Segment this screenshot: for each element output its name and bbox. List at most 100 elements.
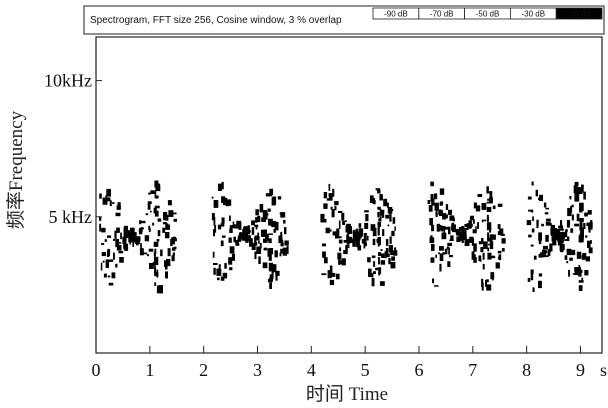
spectrogram-energy-mark [149,249,154,252]
spectrogram-energy-mark [589,247,593,253]
spectrogram-energy-mark [567,208,571,216]
spectrogram-energy-mark [365,214,368,221]
spectrogram-energy-mark [448,247,450,254]
spectrogram-energy-mark [487,199,489,201]
spectrogram-energy-mark [268,209,271,212]
spectrogram-energy-mark [157,270,159,278]
spectrogram-energy-mark [339,247,341,251]
spectrogram-energy-mark [280,249,283,254]
spectrogram-energy-mark [268,238,271,243]
spectrogram-energy-mark [579,192,583,194]
spectrogram-energy-mark [579,285,583,291]
spectrogram-energy-mark [387,203,389,208]
spectrogram-energy-mark [431,198,434,205]
spectrogram-energy-mark [569,196,571,199]
spectrogram-energy-mark [165,225,170,230]
spectrogram-energy-mark [146,213,149,215]
spectrogram-energy-mark [347,226,352,234]
spectrogram-energy-mark [580,233,584,240]
spectrogram-energy-mark [583,192,586,200]
spectrogram-energy-mark [534,256,537,260]
spectrogram-energy-mark [216,269,221,276]
spectrogram-energy-mark [218,184,222,191]
spectrogram-energy-mark [213,263,218,265]
spectrogram-energy-mark [545,212,549,214]
spectrogram-energy-mark [487,202,489,204]
spectrogram-energy-mark [528,210,533,212]
spectrogram-energy-mark [579,208,582,213]
y-axis-label: 频率Frequency [5,110,27,229]
spectrogram-energy-mark [498,251,502,254]
spectrogram-energy-mark [147,254,149,256]
spectrogram-energy-mark [496,262,500,268]
x-axis-unit: s [600,360,607,380]
spectrogram-energy-mark [528,235,531,238]
legend-label: -90 dB [384,10,408,19]
spectrogram-energy-mark [213,268,215,275]
spectrogram-energy-mark [390,236,392,244]
spectrogram-energy-mark [140,243,142,251]
spectrogram-energy-mark [130,228,135,235]
spectrogram-energy-mark [268,248,272,256]
spectrogram-energy-mark [251,220,255,225]
spectrogram-energy-mark [388,258,390,264]
spectrogram-energy-mark [389,245,393,252]
spectrogram-energy-mark [475,226,477,232]
spectrogram-energy-mark [569,221,571,225]
spectrogram-energy-mark [536,220,538,228]
spectrogram-energy-mark [585,235,587,237]
spectrogram-energy-mark [447,261,450,267]
spectrogram-energy-mark [441,226,444,232]
spectrogram-energy-mark [348,243,350,248]
spectrogram-energy-mark [336,229,339,234]
spectrogram-energy-mark [101,243,104,245]
spectrogram-energy-mark [569,258,573,261]
spectrogram-energy-mark [263,262,268,268]
x-tick-label: 2 [199,360,208,380]
spectrogram-energy-mark [465,239,470,246]
spectrogram-energy-mark [107,250,109,257]
spectrogram-energy-mark [486,186,489,192]
spectrogram-energy-mark [448,210,452,215]
spectrogram-energy-mark [268,224,272,226]
spectrogram-energy-mark [572,214,574,220]
spectrogram-energy-mark [584,213,588,217]
spectrogram-energy-mark [574,185,578,193]
spectrogram-energy-mark [377,212,379,218]
spectrogram-energy-mark [165,232,169,238]
spectrogram-energy-mark [359,223,362,228]
legend: -90 dB -70 dB -50 dB -30 dB -10 dB [373,8,602,19]
spectrogram-energy-mark [442,213,446,219]
spectrogram-energy-mark [239,222,242,230]
spectrogram-energy-mark [109,259,113,262]
spectrogram-energy-mark [157,239,160,242]
spectrogram-energy-mark [272,198,276,206]
chart-title: Spectrogram, FFT size 256, Cosine window… [90,15,342,26]
spectrogram-energy-mark [447,243,452,246]
spectrogram-energy-mark [444,227,448,230]
spectrogram-energy-mark [391,262,396,269]
spectrogram-energy-mark [229,267,232,270]
spectrogram-energy-mark [378,208,381,210]
spectrogram-energy-mark [346,225,348,232]
spectrogram-energy-mark [120,233,122,240]
spectrogram-energy-mark [265,234,269,241]
spectrogram-energy-mark [383,199,387,206]
spectrogram-energy-mark [545,235,549,242]
spectrogram-energy-mark [432,279,434,284]
spectrogram-energy-mark [439,246,444,251]
spectrogram-energy-mark [430,235,432,242]
x-tick-label: 4 [307,360,316,380]
spectrogram-energy-mark [284,227,286,234]
spectrogram-energy-mark [345,220,347,222]
spectrogram-energy-mark [546,222,551,226]
spectrogram-energy-mark [464,224,466,227]
spectrogram-energy-mark [477,222,479,229]
spectrogram-energy-mark [378,227,380,236]
spectrogram-energy-mark [330,280,334,285]
spectrogram-energy-mark [487,222,491,230]
spectrogram-energy-mark [364,223,368,229]
spectrogram-energy-mark [429,218,433,225]
legend-label: -10 dB [567,10,591,19]
spectrogram-energy-mark [256,236,260,240]
